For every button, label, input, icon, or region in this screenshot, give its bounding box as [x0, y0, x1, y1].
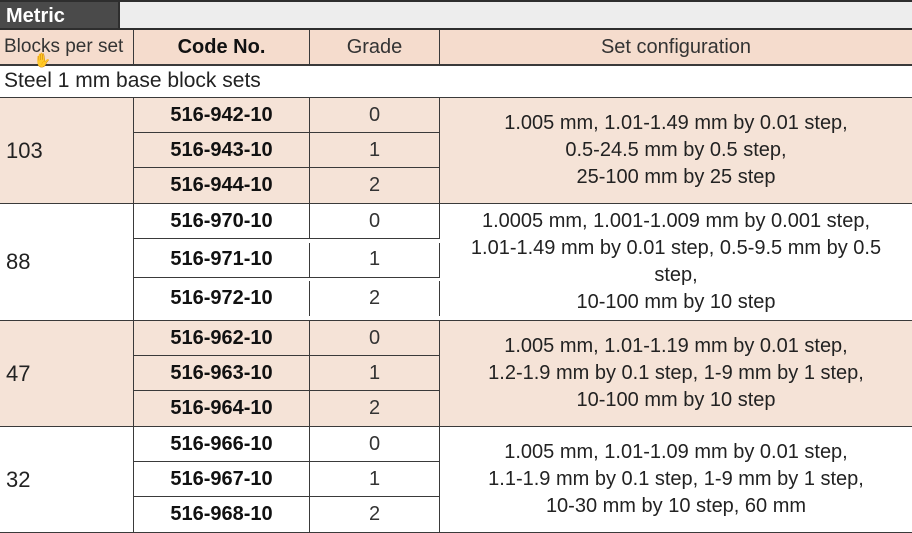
header-set-configuration: Set configuration: [440, 30, 912, 64]
config-line: 25-100 mm by 25 step: [577, 164, 776, 191]
blocks-per-set-cell: 103: [0, 98, 134, 203]
set-configuration-cell: 1.0005 mm, 1.001-1.009 mm by 0.001 step,…: [440, 204, 912, 320]
config-line: 1.0005 mm, 1.001-1.009 mm by 0.001 step,: [482, 208, 870, 235]
grade-cell: 0: [310, 98, 440, 133]
table-group: 88516-970-100516-971-101516-972-1021.000…: [0, 204, 912, 321]
tab-label: Metric: [6, 5, 65, 28]
set-configuration-cell: 1.005 mm, 1.01-1.49 mm by 0.01 step,0.5-…: [440, 98, 912, 203]
table-group: 47516-962-100516-963-101516-964-1021.005…: [0, 321, 912, 427]
config-line: 1.01-1.49 mm by 0.01 step, 0.5-9.5 mm by…: [448, 235, 904, 289]
grade-cell: 1: [310, 356, 440, 391]
grade-cell: 2: [310, 281, 440, 316]
config-line: 1.1-1.9 mm by 0.1 step, 1-9 mm by 1 step…: [488, 466, 864, 493]
grade-cell: 2: [310, 168, 440, 203]
header-label: Blocks per set: [4, 36, 123, 58]
code-cell: 516-967-10: [134, 462, 310, 497]
blocks-per-set-cell: 32: [0, 427, 134, 532]
set-configuration-cell: 1.005 mm, 1.01-1.09 mm by 0.01 step,1.1-…: [440, 427, 912, 532]
config-line: 1.005 mm, 1.01-1.09 mm by 0.01 step,: [504, 439, 848, 466]
blocks-per-set-cell: 47: [0, 321, 134, 426]
code-cell: 516-966-10: [134, 427, 310, 462]
grade-cell: 2: [310, 391, 440, 426]
code-cell: 516-970-10: [134, 204, 310, 239]
grade-cell: 1: [310, 133, 440, 168]
config-line: 1.005 mm, 1.01-1.49 mm by 0.01 step,: [504, 110, 848, 137]
table-group: 32516-966-100516-967-101516-968-1021.005…: [0, 427, 912, 533]
code-cell: 516-943-10: [134, 133, 310, 168]
config-line: 0.5-24.5 mm by 0.5 step,: [565, 137, 786, 164]
code-cell: 516-942-10: [134, 98, 310, 133]
grade-cell: 0: [310, 204, 440, 239]
table-group: 103516-942-100516-943-101516-944-1021.00…: [0, 98, 912, 204]
code-cell: 516-963-10: [134, 356, 310, 391]
grade-cell: 2: [310, 497, 440, 532]
header-label: Code No.: [178, 36, 266, 59]
grade-cell: 0: [310, 321, 440, 356]
code-cell: 516-971-10: [134, 243, 310, 278]
grade-cell: 0: [310, 427, 440, 462]
tab-bar: Metric: [0, 0, 912, 30]
table-body: 103516-942-100516-943-101516-944-1021.00…: [0, 98, 912, 533]
header-label: Set configuration: [601, 36, 751, 59]
tab-metric[interactable]: Metric: [0, 2, 120, 28]
header-label: Grade: [347, 36, 403, 59]
config-line: 10-100 mm by 10 step: [577, 289, 776, 316]
section-title: Steel 1 mm base block sets: [0, 66, 912, 98]
grade-cell: 1: [310, 462, 440, 497]
code-cell: 516-968-10: [134, 497, 310, 532]
header-grade: Grade: [310, 30, 440, 64]
config-line: 1.005 mm, 1.01-1.19 mm by 0.01 step,: [504, 333, 848, 360]
header-blocks-per-set: Blocks per set ✋: [0, 30, 134, 64]
code-cell: 516-962-10: [134, 321, 310, 356]
config-line: 1.2-1.9 mm by 0.1 step, 1-9 mm by 1 step…: [488, 360, 864, 387]
header-code-no: Code No.: [134, 30, 310, 64]
page: Metric Blocks per set ✋ Code No. Grade S…: [0, 0, 912, 533]
grade-cell: 1: [310, 243, 440, 278]
table-header: Blocks per set ✋ Code No. Grade Set conf…: [0, 30, 912, 66]
set-configuration-cell: 1.005 mm, 1.01-1.19 mm by 0.01 step,1.2-…: [440, 321, 912, 426]
config-line: 10-100 mm by 10 step: [577, 387, 776, 414]
code-cell: 516-944-10: [134, 168, 310, 203]
code-cell: 516-972-10: [134, 281, 310, 316]
code-cell: 516-964-10: [134, 391, 310, 426]
tab-bar-spacer: [120, 2, 912, 28]
blocks-per-set-cell: 88: [0, 204, 134, 320]
